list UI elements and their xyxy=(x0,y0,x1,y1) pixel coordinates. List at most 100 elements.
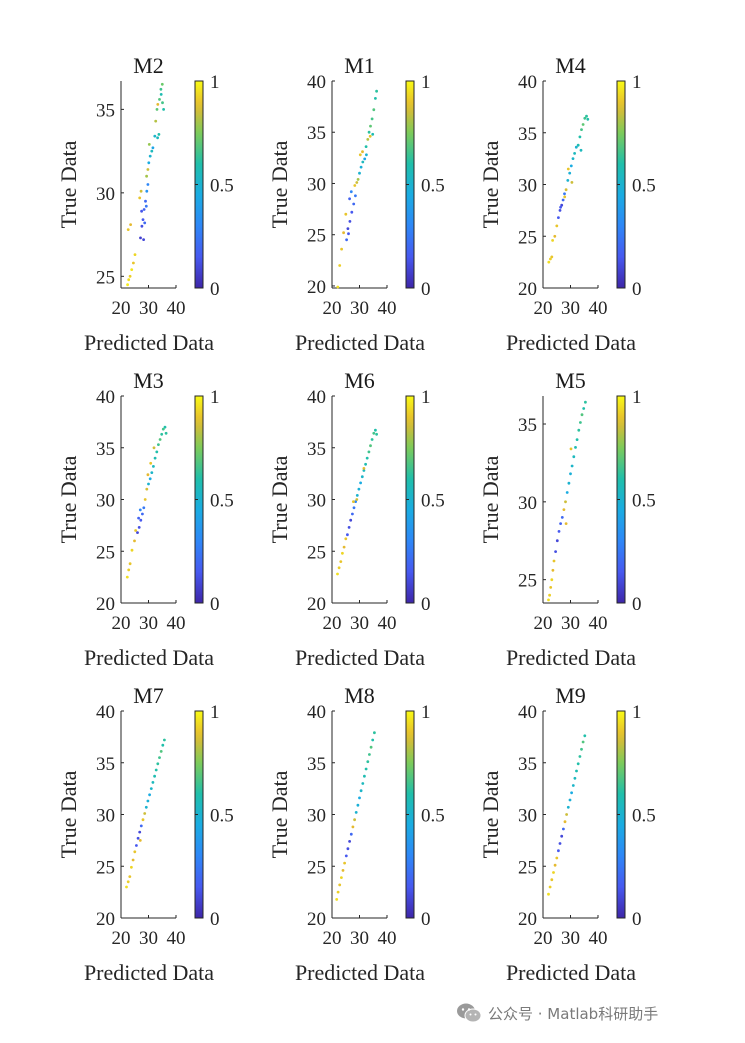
data-point xyxy=(564,188,568,192)
data-point xyxy=(559,205,562,209)
data-point xyxy=(560,516,564,519)
data-point xyxy=(570,464,574,468)
data-point xyxy=(575,438,579,441)
data-point xyxy=(338,264,342,267)
x-tick-label: 40 xyxy=(167,298,186,319)
data-point xyxy=(149,787,153,790)
y-tick-label: 40 xyxy=(307,702,326,723)
colorbar-tick-label: 0 xyxy=(210,909,220,930)
chart-title: M8 xyxy=(344,683,375,708)
data-point xyxy=(576,143,580,147)
colorbar-tick-label: 1 xyxy=(421,702,431,723)
data-point xyxy=(348,220,352,223)
x-axis-label: Predicted Data xyxy=(506,645,636,670)
data-point xyxy=(372,431,376,435)
x-axis-label: Predicted Data xyxy=(84,330,214,355)
data-point xyxy=(577,428,581,432)
data-point xyxy=(157,133,161,136)
y-axis-label: True Data xyxy=(478,140,503,228)
data-point xyxy=(365,153,368,157)
data-point xyxy=(557,849,560,853)
colorbar-tick-label: 0.5 xyxy=(632,491,656,512)
colorbar-tick-label: 0.5 xyxy=(210,491,234,512)
y-tick-label: 20 xyxy=(96,594,115,615)
data-point xyxy=(374,428,377,432)
colorbar-tick-label: 0.5 xyxy=(421,806,445,827)
data-point xyxy=(139,518,143,522)
y-tick-label: 20 xyxy=(518,279,537,300)
colorbar-tick-label: 1 xyxy=(421,72,431,93)
data-point xyxy=(375,89,378,93)
data-point xyxy=(565,491,569,494)
y-axis-label: True Data xyxy=(478,770,503,858)
x-tick-label: 40 xyxy=(589,298,608,319)
data-point xyxy=(568,171,572,175)
colorbar-tick-label: 0 xyxy=(421,594,431,615)
data-point xyxy=(565,813,568,816)
x-tick-label: 20 xyxy=(534,928,553,949)
data-point xyxy=(569,447,573,451)
data-point xyxy=(586,117,590,121)
data-point xyxy=(584,400,587,404)
y-axis-label: True Data xyxy=(267,770,292,858)
data-point xyxy=(585,114,588,118)
data-point xyxy=(566,179,570,182)
data-point xyxy=(142,208,146,211)
data-point xyxy=(547,260,551,264)
y-tick-label: 25 xyxy=(96,542,115,563)
data-point xyxy=(360,475,364,479)
data-point xyxy=(573,152,576,155)
data-point xyxy=(369,444,372,448)
data-point xyxy=(131,858,135,862)
data-point xyxy=(138,830,142,834)
y-tick-label: 25 xyxy=(307,226,326,247)
watermark-text: 公众号 · Matlab科研助手 xyxy=(488,1004,659,1023)
data-point xyxy=(148,793,152,797)
x-tick-label: 20 xyxy=(112,613,131,634)
data-point xyxy=(153,774,157,778)
data-point xyxy=(147,143,151,146)
y-tick-label: 35 xyxy=(518,124,537,145)
x-tick-label: 40 xyxy=(589,613,608,634)
data-point xyxy=(144,204,148,208)
data-point xyxy=(368,134,372,138)
data-point xyxy=(371,738,375,742)
x-tick-label: 20 xyxy=(112,928,131,949)
panel-m8: 20 25 30 35 40 20 30 40 M8 Predicted Data True Dat… xyxy=(267,683,445,985)
y-tick-label: 30 xyxy=(96,184,115,205)
data-point xyxy=(340,247,343,251)
data-point xyxy=(349,832,353,836)
x-tick-label: 40 xyxy=(589,928,608,949)
y-tick-label: 20 xyxy=(518,909,537,930)
y-axis-label: True Data xyxy=(267,140,292,228)
x-tick-label: 20 xyxy=(112,298,131,319)
data-point xyxy=(156,762,160,766)
data-point xyxy=(132,261,135,265)
y-tick-label: 30 xyxy=(518,176,537,197)
data-point xyxy=(571,784,575,787)
data-point xyxy=(129,223,133,227)
colorbar-tick-label: 0.5 xyxy=(421,176,445,197)
data-point xyxy=(147,482,150,486)
data-point xyxy=(143,498,147,501)
data-point xyxy=(366,138,370,141)
x-axis-label: Predicted Data xyxy=(295,645,425,670)
data-point xyxy=(158,438,162,441)
data-point xyxy=(154,119,158,123)
data-point xyxy=(574,446,577,449)
data-point xyxy=(348,197,351,201)
x-tick-label: 40 xyxy=(167,613,186,634)
data-point xyxy=(359,789,363,793)
data-point xyxy=(137,526,141,529)
data-point xyxy=(362,469,366,472)
y-tick-label: 25 xyxy=(307,857,326,878)
data-point xyxy=(558,209,562,212)
data-point xyxy=(160,82,164,86)
data-point xyxy=(161,743,165,747)
data-point xyxy=(161,427,165,431)
data-point xyxy=(361,150,364,154)
data-point xyxy=(353,818,356,822)
colorbar-tick-label: 0 xyxy=(632,909,642,930)
data-point xyxy=(568,798,572,802)
data-point xyxy=(342,231,345,235)
